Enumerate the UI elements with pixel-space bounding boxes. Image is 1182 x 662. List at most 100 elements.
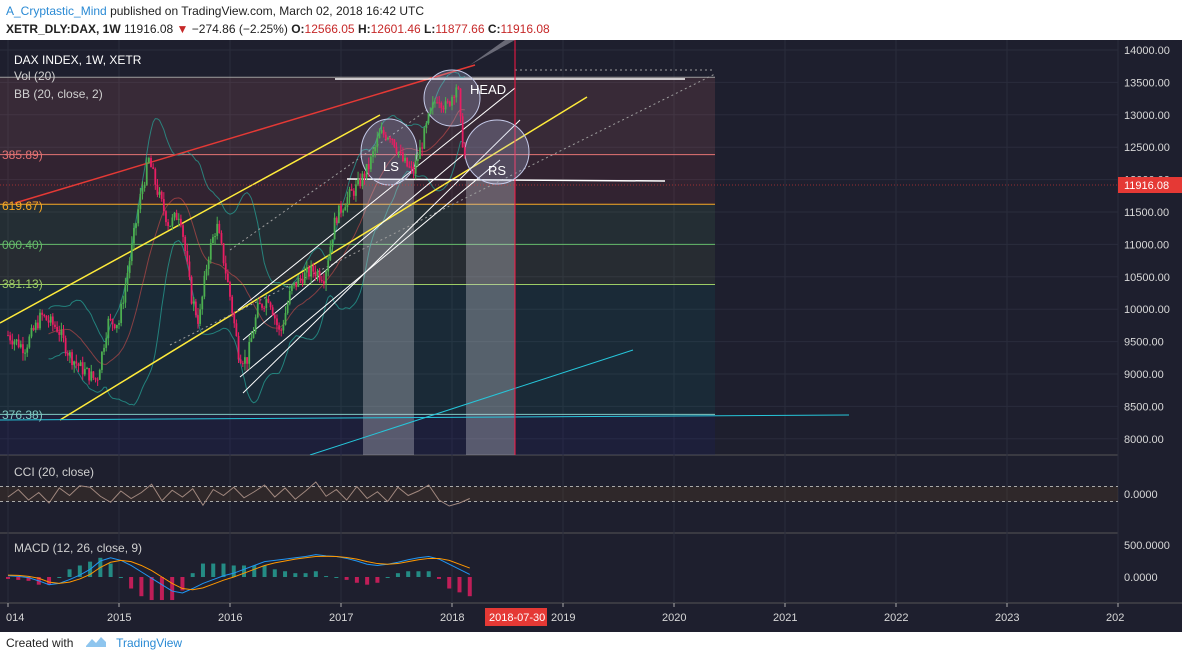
price-axis[interactable] <box>1118 40 1182 632</box>
candle-body <box>120 303 123 324</box>
candle-body <box>109 318 112 320</box>
macd-histogram-bar <box>293 573 298 577</box>
candle-body <box>205 269 208 276</box>
candle-body <box>64 338 67 354</box>
candle-body <box>81 362 84 375</box>
candle-body <box>297 278 300 287</box>
footer: Created with TradingView <box>6 636 182 651</box>
chart-canvas[interactable]: 8000.00 8500.00 9000.00 9500.00 10000.00 1050… <box>0 40 1182 632</box>
open-value: 12566.05 <box>304 22 355 36</box>
candle-body <box>337 205 340 224</box>
candle-body <box>145 162 148 185</box>
candle-body <box>250 338 253 343</box>
candle-body <box>171 217 174 226</box>
candle-body <box>316 271 319 277</box>
macd-tick-label: 0.0000 <box>1124 572 1158 584</box>
candle-body <box>365 163 368 178</box>
candle-body <box>299 278 302 280</box>
macd-histogram-bar <box>457 577 462 593</box>
candle-body <box>244 357 246 364</box>
cci-tick-label: 0.0000 <box>1124 489 1158 501</box>
candle-body <box>348 189 351 198</box>
author-link[interactable]: A_Cryptastic_Mind <box>6 4 107 18</box>
candle-body <box>333 217 336 240</box>
dotted-trendline <box>169 73 716 346</box>
bb-label: BB (20, close, 2) <box>14 87 103 101</box>
candle-body <box>175 212 178 220</box>
candle-body <box>448 101 451 106</box>
candle-body <box>355 184 357 196</box>
candle-body <box>459 88 462 117</box>
down-arrow-icon: ▼ <box>176 22 189 36</box>
macd-histogram-bar <box>324 576 329 578</box>
candle-body <box>352 190 355 196</box>
candle-body <box>113 324 116 329</box>
macd-pane[interactable] <box>0 533 1118 603</box>
channel-line <box>237 87 516 311</box>
candle-body <box>216 223 219 236</box>
macd-histogram-bar <box>139 577 144 597</box>
candle-body <box>263 307 266 309</box>
candle-body <box>423 128 426 149</box>
x-tick-label: 2016 <box>218 612 242 624</box>
bb-basis <box>48 109 465 365</box>
y-tick-label: 9000.00 <box>1124 369 1164 381</box>
y-tick-label: 9500.00 <box>1124 337 1164 349</box>
candle-body <box>446 101 449 103</box>
y-tick-label: 13500.00 <box>1124 77 1170 89</box>
macd-histogram-bar <box>303 573 308 577</box>
candle-body <box>344 207 347 211</box>
head-label: HEAD <box>470 82 506 97</box>
candle-body <box>291 285 293 292</box>
candle-body <box>158 191 161 195</box>
candle-body <box>167 222 169 227</box>
projection-box <box>466 180 515 455</box>
candle-body <box>265 298 268 309</box>
macd-histogram-bar <box>26 577 31 581</box>
candle-body <box>39 312 41 329</box>
y-tick-label: 11500.00 <box>1124 207 1169 219</box>
main-pane-title: DAX INDEX, 1W, XETR <box>14 53 142 67</box>
candle-body <box>79 362 82 366</box>
candle-body <box>47 320 50 323</box>
candle-body <box>226 273 229 283</box>
x-tick-label: 202 <box>1106 612 1124 624</box>
symbol-label: XETR_DLY:DAX, 1W <box>6 22 121 36</box>
candle-body <box>66 353 69 356</box>
x-tick-label: 2015 <box>107 612 131 624</box>
y-tick-label: 10000.00 <box>1124 304 1170 316</box>
candle-body <box>30 327 33 337</box>
tradingview-logo-icon[interactable] <box>85 636 107 651</box>
macd-histogram-bar <box>375 577 380 583</box>
candle-body <box>32 327 35 330</box>
main-pane[interactable] <box>0 40 1118 455</box>
macd-histogram-bar <box>190 573 195 577</box>
cci-label: CCI (20, close) <box>14 465 94 479</box>
candle-body <box>288 291 291 304</box>
candle-body <box>380 130 383 133</box>
candle-body <box>229 282 231 297</box>
low-value: 11877.66 <box>435 22 485 36</box>
candle-body <box>124 284 127 303</box>
candle-body <box>325 271 327 284</box>
macd-histogram-bar <box>252 565 257 577</box>
candle-body <box>186 250 189 262</box>
close-label: C: <box>487 22 501 36</box>
x-tick-label: 2017 <box>329 612 353 624</box>
candle-body <box>194 301 197 316</box>
candle-body <box>442 107 445 110</box>
candle-body <box>173 212 176 218</box>
candle-body <box>267 298 270 303</box>
candle-body <box>357 178 359 185</box>
candle-body <box>378 132 381 139</box>
channel-line <box>239 159 501 378</box>
candle-body <box>15 339 18 342</box>
time-axis[interactable] <box>0 603 1182 632</box>
candle-body <box>329 246 332 261</box>
high-value: 12601.46 <box>370 22 421 36</box>
fib-zone <box>0 414 715 455</box>
yellow-trendline-lower <box>59 96 588 421</box>
candle-body <box>188 261 191 277</box>
tradingview-link[interactable]: TradingView <box>116 636 183 650</box>
candle-body <box>209 242 212 260</box>
